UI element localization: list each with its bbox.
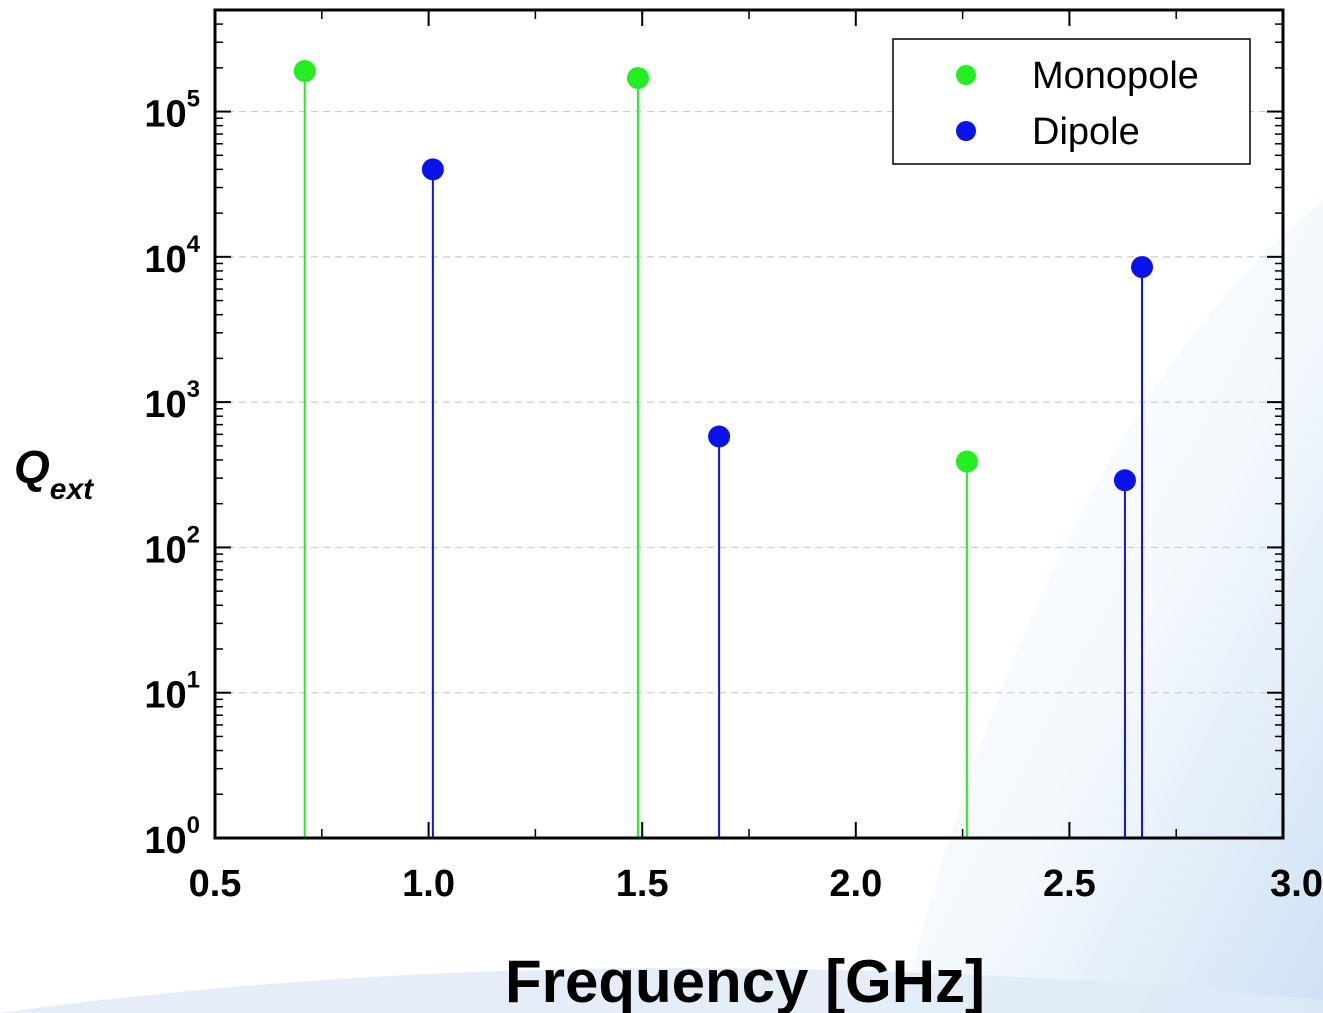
point-dipole	[421, 158, 444, 181]
y-tick-label: 101	[144, 667, 200, 717]
y-tick-base: 10	[144, 675, 186, 717]
x-tick-label: 2.0	[829, 863, 882, 905]
y-tick-exponent: 0	[187, 812, 200, 839]
point-dipole	[1113, 469, 1136, 492]
x-tick-label: 2.5	[1043, 863, 1096, 905]
y-axis-label-subscript: ext	[50, 473, 95, 506]
legend-label-monopole: Monopole	[1032, 55, 1199, 97]
y-axis-label: Qext	[14, 441, 95, 506]
legend-marker-monopole	[956, 65, 976, 85]
tick-layer	[214, 9, 1284, 839]
y-tick-base: 10	[144, 94, 186, 136]
stem-layer	[303, 71, 1144, 838]
point-dipole	[708, 425, 731, 448]
y-tick-label: 102	[144, 521, 200, 571]
legend-marker-dipole	[956, 121, 976, 141]
y-tick-base: 10	[144, 529, 186, 571]
point-monopole	[293, 60, 316, 83]
point-monopole	[955, 450, 978, 473]
y-tick-exponent: 4	[187, 231, 201, 258]
y-tick-base: 10	[144, 820, 186, 862]
point-layer	[293, 60, 1154, 492]
point-dipole	[1131, 256, 1154, 279]
x-tick-label: 1.5	[616, 863, 669, 905]
x-tick-labels: 0.5 1.0 1.5 2.0 2.5 3.0	[189, 863, 1323, 905]
legend-label-dipole: Dipole	[1032, 111, 1140, 153]
y-tick-label: 105	[144, 86, 200, 136]
x-tick-label: 0.5	[189, 863, 242, 905]
point-monopole	[626, 67, 649, 90]
y-tick-exponent: 2	[187, 521, 200, 548]
x-tick-label: 1.0	[402, 863, 455, 905]
x-axis-label: Frequency [GHz]	[505, 948, 985, 1013]
y-tick-exponent: 5	[187, 86, 200, 113]
legend-box	[892, 38, 1251, 165]
y-tick-base: 10	[144, 384, 186, 426]
y-axis-label-main: Q	[14, 441, 50, 493]
y-tick-base: 10	[144, 239, 186, 281]
y-tick-label: 100	[144, 812, 200, 862]
y-tick-exponent: 1	[187, 667, 200, 694]
x-tick-label: 3.0	[1270, 863, 1323, 905]
grid-layer	[215, 110, 1283, 694]
y-tick-label: 104	[144, 231, 200, 281]
y-tick-label: 103	[144, 376, 200, 426]
y-tick-exponent: 3	[187, 376, 200, 403]
legend: Monopole Dipole	[892, 38, 1251, 165]
